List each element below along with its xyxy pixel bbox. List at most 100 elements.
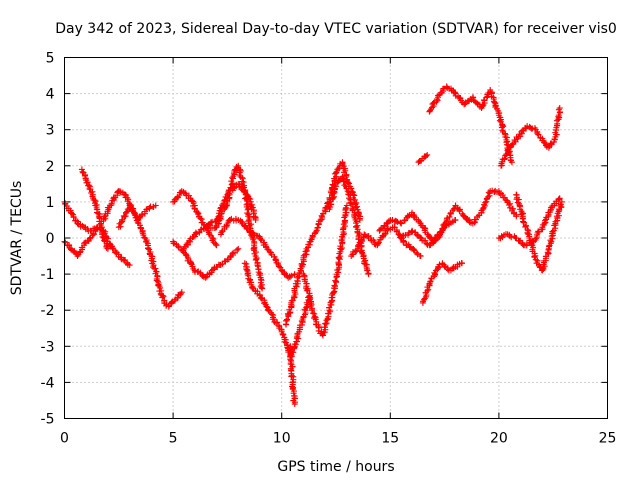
data-point-sat-m	[322, 205, 329, 212]
data-point-sat-k	[249, 284, 256, 291]
data-point-sat-d	[160, 293, 167, 300]
data-point-sat-o	[347, 200, 354, 207]
data-point-sat-k	[257, 294, 264, 301]
data-point-sat-s	[422, 153, 429, 160]
data-point-sat-a	[68, 210, 75, 217]
data-point-sat-k	[279, 330, 286, 337]
data-point-sat-u	[492, 102, 499, 109]
data-point-sat-u	[502, 133, 509, 140]
y-tick-label: 4	[46, 87, 55, 103]
data-point-sat-f	[213, 242, 220, 249]
data-point-sat-d	[157, 284, 164, 291]
data-point-sat-v	[548, 140, 555, 147]
data-point-sat-o	[343, 185, 350, 192]
data-point-sat-n	[332, 277, 339, 284]
data-point-sat-x	[549, 228, 556, 235]
data-point-sat-i	[225, 188, 232, 195]
data-point-sat-n	[310, 310, 317, 317]
y-tick-label: -5	[41, 412, 55, 428]
data-point-sat-m	[284, 316, 291, 323]
data-point-sat-x	[520, 218, 527, 225]
data-point-sat-b	[67, 246, 74, 253]
data-point-sat-d	[108, 200, 115, 207]
data-point-sat-q	[416, 218, 423, 225]
plot-frame	[64, 57, 608, 419]
data-point-sat-d	[101, 213, 108, 220]
data-point-sat-n	[339, 235, 346, 241]
data-point-sat-u	[496, 117, 503, 124]
data-point-sat-b	[86, 235, 93, 242]
data-point-sat-o	[359, 250, 366, 257]
data-point-sat-d	[152, 265, 159, 272]
data-point-sat-t	[425, 286, 432, 293]
data-point-sat-f	[183, 191, 190, 198]
x-tick-label: 20	[490, 431, 508, 447]
data-point-sat-x	[532, 252, 539, 259]
data-point-sat-u	[491, 99, 498, 106]
data-point-sat-v	[547, 140, 554, 147]
data-point-sat-g	[208, 267, 215, 274]
data-point-sat-v	[534, 130, 541, 137]
data-point-sat-w	[556, 195, 563, 202]
data-point-sat-x	[528, 241, 535, 248]
data-point-sat-n	[308, 301, 315, 308]
data-point-sat-q	[394, 218, 401, 225]
data-point-sat-o	[340, 175, 347, 182]
data-point-sat-s	[424, 151, 431, 158]
data-point-sat-x	[558, 198, 565, 205]
data-point-sat-v	[556, 105, 563, 112]
data-point-sat-t	[444, 266, 451, 273]
data-point-sat-h	[258, 284, 265, 291]
data-point-sat-g	[229, 250, 236, 257]
data-point-sat-r	[485, 189, 492, 196]
data-point-sat-g	[175, 243, 182, 250]
data-point-sat-q	[398, 220, 405, 227]
data-point-sat-p	[358, 237, 365, 244]
data-point-sat-o	[365, 271, 372, 278]
data-point-sat-v	[522, 125, 529, 132]
data-point-sat-t	[427, 278, 434, 285]
y-tick-label: -4	[41, 375, 55, 391]
data-point-sat-l	[291, 401, 298, 408]
data-point-sat-q	[428, 235, 435, 242]
x-tick-label: 15	[381, 431, 399, 447]
data-point-sat-u	[483, 94, 490, 101]
data-point-sat-e	[118, 219, 125, 226]
data-point-sat-j	[276, 263, 283, 270]
data-point-sat-e	[122, 209, 129, 216]
data-point-sat-x	[520, 219, 527, 226]
data-point-sat-r	[506, 202, 513, 209]
data-point-sat-j	[257, 236, 264, 243]
data-point-sat-r	[413, 231, 420, 238]
data-point-sat-i	[207, 219, 214, 226]
data-point-sat-r	[482, 199, 489, 206]
data-point-sat-j	[264, 246, 271, 253]
data-point-sat-n	[311, 313, 318, 320]
data-point-sat-h	[239, 175, 246, 182]
data-point-sat-x	[522, 222, 529, 229]
data-point-sat-i	[224, 191, 231, 198]
data-point-sat-r	[472, 216, 479, 223]
y-tick-label: -3	[41, 339, 55, 355]
y-tick-label: 5	[46, 51, 55, 67]
data-point-sat-q	[452, 216, 459, 223]
data-point-sat-e	[117, 223, 124, 230]
data-points	[61, 83, 565, 408]
data-point-sat-k	[281, 338, 288, 345]
data-point-sat-u	[470, 94, 477, 101]
data-point-sat-m	[314, 224, 321, 231]
x-axis-ticks: 0 5 10 15 20 25	[60, 57, 616, 447]
data-point-sat-j	[288, 272, 295, 279]
data-point-sat-r	[513, 213, 520, 220]
y-tick-label: -2	[41, 303, 55, 319]
data-point-sat-u	[500, 123, 507, 130]
data-point-sat-i	[252, 216, 259, 223]
data-point-sat-i	[220, 200, 227, 207]
data-point-sat-v	[509, 141, 516, 148]
data-point-sat-u	[497, 118, 504, 125]
data-point-sat-u	[508, 159, 515, 166]
data-point-sat-p	[400, 239, 407, 246]
data-point-sat-p	[371, 241, 378, 248]
data-point-sat-w	[508, 234, 515, 241]
data-point-sat-w	[542, 217, 549, 224]
